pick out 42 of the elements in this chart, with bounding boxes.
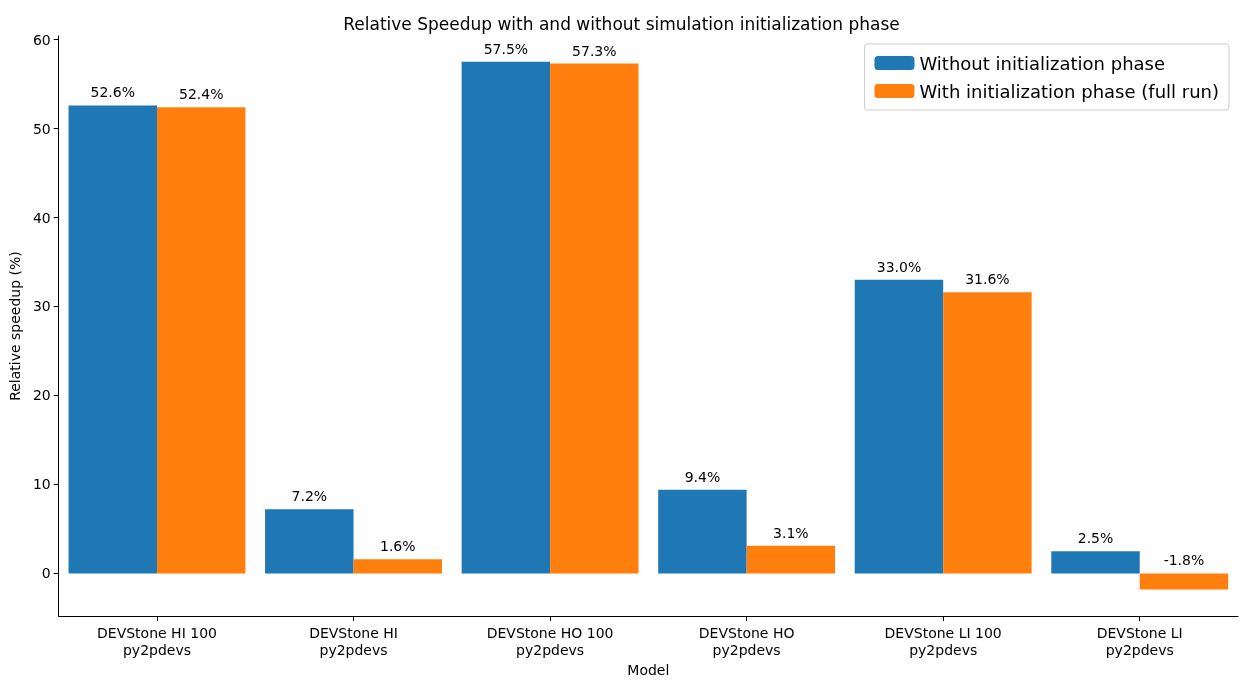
y-tick-label: 60 xyxy=(32,31,51,48)
data-label: 52.4% xyxy=(178,86,224,103)
y-tick-label: 50 xyxy=(32,120,51,137)
data-label: 57.3% xyxy=(572,42,617,59)
data-label: 9.4% xyxy=(684,468,721,485)
bar xyxy=(550,63,639,574)
data-label: 3.1% xyxy=(773,524,809,541)
data-label: 7.2% xyxy=(291,488,328,505)
y-tick-label: 10 xyxy=(32,476,51,493)
bar xyxy=(943,292,1032,574)
x-axis-title: Model xyxy=(627,662,670,678)
data-label: 1.6% xyxy=(379,538,416,555)
y-axis-title: Relative speedup (%) xyxy=(7,251,23,401)
bar xyxy=(68,105,157,574)
y-tick-label: 40 xyxy=(32,209,51,226)
y-tick-label: 30 xyxy=(32,298,51,315)
x-tick-label: DEVStone HO 100 py2pdevs xyxy=(486,624,614,658)
data-label: 33.0% xyxy=(876,258,922,275)
bar xyxy=(746,545,836,574)
x-tick-label: DEVStone LI py2pdevs xyxy=(1096,624,1183,658)
chart-title: Relative Speedup with and without simulation initialization phase xyxy=(343,13,900,34)
x-tick-label: DEVStone LI 100 py2pdevs xyxy=(884,624,1002,658)
bar xyxy=(461,61,551,574)
bar xyxy=(156,107,246,574)
data-label: 31.6% xyxy=(965,271,1010,288)
bar xyxy=(265,509,354,574)
y-tick-label: 0 xyxy=(41,565,51,582)
x-tick-label: DEVStone HI 100 py2pdevs xyxy=(97,624,217,658)
bar xyxy=(1139,573,1229,590)
bar xyxy=(854,279,944,574)
x-tick-label: DEVStone HI py2pdevs xyxy=(309,624,398,658)
bar xyxy=(658,489,747,574)
data-label: 57.5% xyxy=(483,40,529,57)
legend-label: Without initialization phase xyxy=(919,52,1166,74)
bar xyxy=(1051,551,1140,574)
data-label: 2.5% xyxy=(1077,530,1114,547)
data-label: -1.8% xyxy=(1163,552,1205,569)
data-label: 52.6% xyxy=(90,84,136,101)
y-tick-label: 20 xyxy=(32,387,51,404)
bar xyxy=(353,559,442,574)
legend-label: With initialization phase (full run) xyxy=(919,80,1220,102)
x-tick-label: DEVStone HO py2pdevs xyxy=(698,624,795,658)
